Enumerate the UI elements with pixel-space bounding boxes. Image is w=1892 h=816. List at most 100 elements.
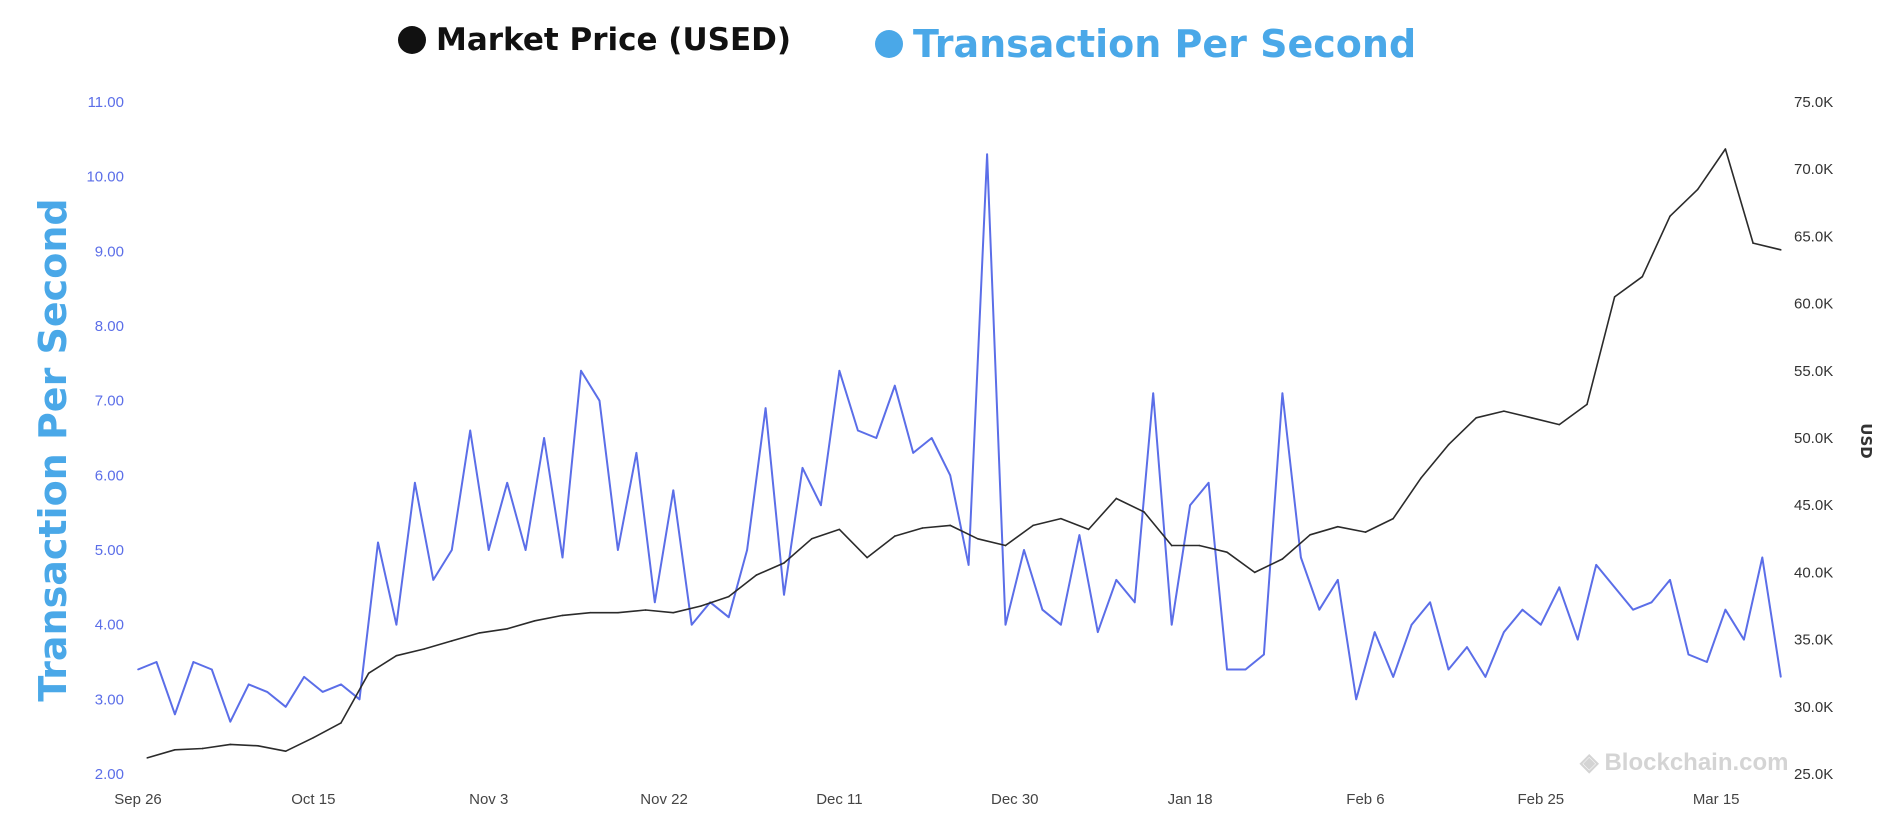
market-price-data-point [1420, 477, 1422, 480]
market-price-data-point [1060, 517, 1062, 520]
x-tick-label: Mar 15 [1693, 791, 1740, 808]
tps-data-point [1595, 564, 1597, 566]
market-price-data-point [977, 538, 979, 540]
tps-data-point [1263, 653, 1265, 656]
market-price-data-point [367, 672, 370, 674]
tps-data-point [1226, 668, 1228, 671]
market-price-data-point [1032, 524, 1035, 527]
tps-data-point [1004, 623, 1007, 626]
market-price-data-point [589, 611, 592, 614]
market-price-series-line [146, 148, 1781, 759]
tps-data-point [1632, 608, 1634, 611]
tps-data-point [192, 661, 195, 663]
y-left-tick-label: 7.00 [95, 393, 124, 410]
tps-data-point [949, 474, 951, 477]
market-price-data-point [838, 528, 841, 531]
y-right-tick-label: 40.0K [1794, 564, 1833, 581]
legend-item-transactions-per-second[interactable]: Transaction Per Second [875, 22, 1416, 66]
tps-data-point [801, 467, 804, 469]
market-price-data-point [1558, 423, 1561, 426]
tps-data-point [617, 549, 619, 551]
y-left-tick-label: 11.00 [88, 94, 124, 111]
market-price-data-point [1115, 497, 1118, 500]
market-price-data-point [1392, 517, 1394, 520]
market-price-data-point [1226, 551, 1228, 554]
tps-data-point [1779, 676, 1782, 678]
market-price-data-point [478, 632, 481, 634]
tps-data-point [654, 601, 656, 604]
market-price-data-point [1530, 417, 1533, 419]
tps-data-point [377, 541, 379, 544]
tps-data-point [303, 676, 305, 678]
market-price-data-point [1586, 403, 1588, 406]
tps-data-point [783, 594, 785, 596]
market-price-data-point [866, 556, 868, 559]
tps-data-point [1466, 646, 1468, 648]
legend-label-market-price: Market Price (USED) [436, 22, 792, 58]
market-price-data-point [312, 736, 315, 739]
x-tick-label: Feb 6 [1346, 791, 1384, 808]
left-axis-title: Transaction Per Second [31, 198, 75, 702]
tps-data-point [1613, 586, 1616, 589]
market-price-data-point [755, 574, 758, 576]
tps-series-line [137, 153, 1782, 723]
tps-data-point [746, 549, 748, 551]
tps-data-point [1207, 482, 1210, 484]
tps-data-point [1318, 608, 1321, 611]
market-price-data-point [201, 747, 204, 750]
market-price-data-point [174, 749, 176, 751]
legend-item-market-price[interactable]: Market Price (USED) [398, 22, 791, 58]
x-tick-label: Jan 18 [1168, 791, 1213, 808]
blockchain-watermark: ◈ Blockchain.com [1580, 748, 1789, 777]
tps-data-point [912, 452, 915, 454]
x-tick-label: Dec 30 [991, 791, 1039, 808]
tps-data-point [857, 429, 859, 432]
tps-data-point [967, 564, 970, 566]
y-right-tick-label: 45.0K [1794, 497, 1833, 514]
y-right-tick-label: 25.0K [1794, 766, 1833, 783]
tps-data-point [1743, 638, 1745, 641]
market-price-data-point [229, 743, 232, 746]
market-price-data-point [727, 595, 730, 598]
tps-data-point [1060, 623, 1062, 626]
tps-data-point [580, 370, 582, 372]
market-price-data-point [1336, 525, 1339, 528]
market-price-data-point [450, 640, 453, 642]
tps-data-point [543, 437, 545, 439]
tps-data-point [1170, 623, 1173, 626]
market-price-data-point [1724, 148, 1727, 150]
tps-data-point [986, 153, 988, 156]
y-right-tick-label: 75.0K [1794, 94, 1833, 111]
market-price-data-point [810, 538, 813, 540]
market-price-data-point [506, 628, 508, 630]
tps-data-point [247, 683, 250, 686]
market-price-data-point [1004, 544, 1007, 547]
tps-data-point [1761, 556, 1764, 559]
tps-data-point [395, 623, 398, 626]
tps-data-point [1300, 556, 1302, 559]
x-tick-label: Oct 15 [291, 791, 335, 808]
y-left-tick-label: 9.00 [95, 243, 124, 260]
tps-data-point [1410, 623, 1413, 626]
y-left-tick-label: 4.00 [95, 617, 124, 634]
right-axis-title: USD [1857, 423, 1875, 459]
y-left-tick-label: 2.00 [95, 766, 124, 783]
tps-data-point [340, 683, 342, 686]
tps-data-point [1244, 668, 1247, 671]
tps-data-point [1023, 549, 1025, 551]
market-price-data-point [1364, 531, 1367, 533]
tps-data-point [414, 482, 416, 484]
tps-data-point [690, 623, 693, 626]
y-right-tick-label: 70.0K [1794, 161, 1833, 178]
market-price-data-point [1696, 188, 1699, 191]
market-price-data-point [284, 750, 287, 752]
market-price-data-point [1447, 443, 1450, 446]
tps-data-point [1281, 392, 1284, 395]
x-tick-label: Feb 25 [1517, 791, 1564, 808]
tps-data-point [838, 370, 841, 372]
legend-label-transactions-per-second: Transaction Per Second [913, 22, 1417, 66]
y-right-tick-label: 50.0K [1794, 430, 1833, 447]
tps-data-point [1097, 631, 1099, 633]
tps-data-point [1706, 661, 1708, 663]
